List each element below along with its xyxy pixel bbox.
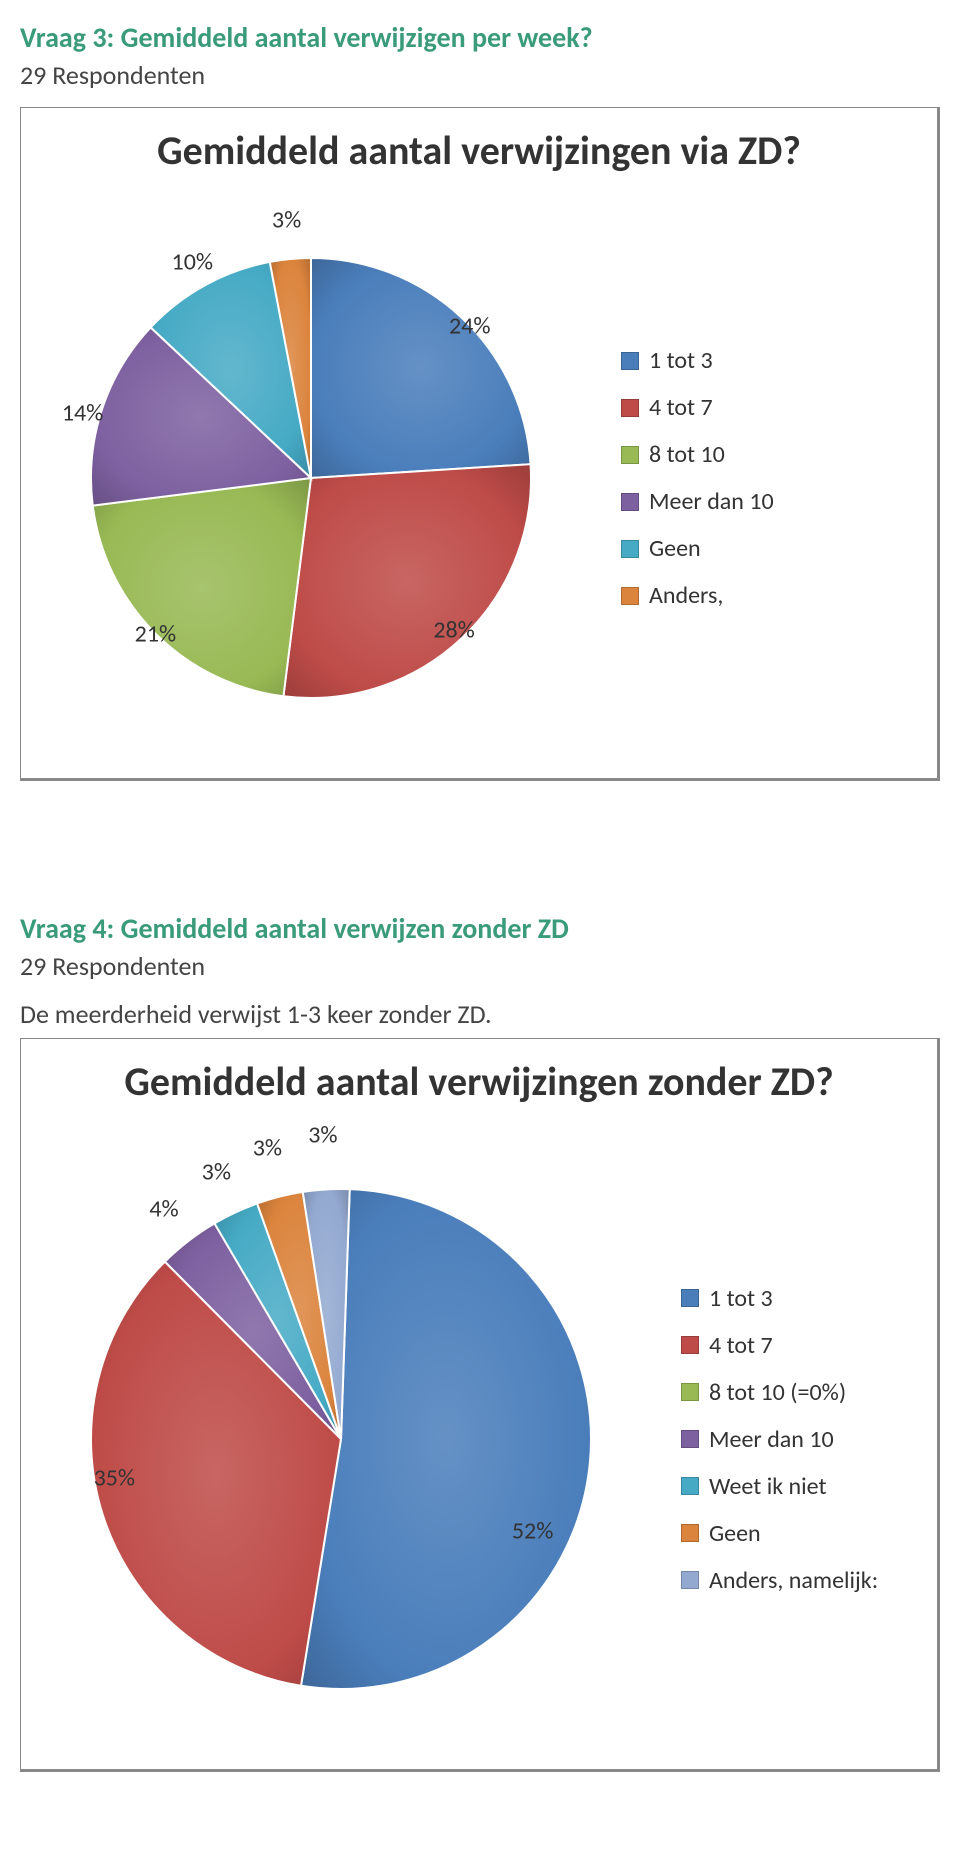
legend-item: Meer dan 10 [681,1425,878,1454]
pie-chart-3: 24% 28% 21% 14% 10% 3% [31,198,591,758]
pie-pct-label: 3% [253,1134,282,1163]
section-spacer [20,861,940,911]
legend-label: Meer dan 10 [649,487,774,516]
pie-slice [311,258,531,478]
legend-label: 1 tot 3 [649,346,713,375]
legend-label: 1 tot 3 [709,1284,773,1313]
legend-swatch [681,1289,699,1307]
chart-3-box: Gemiddeld aantal verwijzingen via ZD? 24… [20,107,940,781]
pie-pct-label: 21% [135,619,176,648]
pie-pct-label: 28% [433,616,474,645]
legend-3: 1 tot 3 4 tot 7 8 tot 10 Meer dan 10 Geen And… [621,346,774,610]
legend-item: 1 tot 3 [621,346,774,375]
question-4-respondents: 29 Respondenten [20,950,940,982]
question-4-section: Vraag 4: Gemiddeld aantal verwijzen zond… [20,911,940,1772]
legend-swatch [621,446,639,464]
legend-label: Geen [649,534,701,563]
legend-item: Geen [621,534,774,563]
legend-item: 1 tot 3 [681,1284,878,1313]
legend-label: Anders, [649,581,723,610]
legend-item: Anders, namelijk: [681,1566,878,1595]
legend-item: Geen [681,1519,878,1548]
pie-chart-4: 52%35%4%3%3%3% [31,1129,651,1749]
pie-pct-label: 10% [172,248,213,277]
legend-swatch [681,1383,699,1401]
legend-swatch [681,1336,699,1354]
pie-pct-label: 14% [62,398,103,427]
pie-pct-label: 24% [449,311,490,340]
legend-item: 4 tot 7 [681,1331,878,1360]
legend-item: 4 tot 7 [621,393,774,422]
pie-pct-label: 4% [149,1195,178,1224]
legend-item: 8 tot 10 (=0%) [681,1378,878,1407]
legend-swatch [681,1571,699,1589]
legend-item: 8 tot 10 [621,440,774,469]
question-4-title: Vraag 4: Gemiddeld aantal verwijzen zond… [20,911,940,946]
legend-4: 1 tot 3 4 tot 7 8 tot 10 (=0%) Meer dan 10 W… [681,1284,878,1595]
question-3-section: Vraag 3: Gemiddeld aantal verwijzigen pe… [20,20,940,781]
legend-label: Weet ik niet [709,1472,827,1501]
chart-3-body: 24% 28% 21% 14% 10% 3% 1 tot 3 4 tot 7 8 tot 10… [31,198,927,758]
pie-pct-label: 3% [272,205,301,234]
legend-swatch [621,352,639,370]
legend-label: Geen [709,1519,761,1548]
pie-pct-label: 52% [512,1516,553,1545]
legend-label: Anders, namelijk: [709,1566,878,1595]
legend-label: Meer dan 10 [709,1425,834,1454]
legend-swatch [681,1430,699,1448]
legend-swatch [621,587,639,605]
question-3-title: Vraag 3: Gemiddeld aantal verwijzigen pe… [20,20,940,55]
chart-4-title: Gemiddeld aantal verwijzingen zonder ZD? [31,1059,927,1105]
legend-item: Anders, [621,581,774,610]
legend-swatch [621,540,639,558]
chart-3-title: Gemiddeld aantal verwijzingen via ZD? [31,128,927,174]
pie-pct-label: 35% [94,1464,135,1493]
question-3-respondents: 29 Respondenten [20,59,940,91]
legend-item: Weet ik niet [681,1472,878,1501]
legend-label: 4 tot 7 [649,393,713,422]
legend-label: 8 tot 10 (=0%) [709,1378,846,1407]
legend-item: Meer dan 10 [621,487,774,516]
legend-label: 8 tot 10 [649,440,725,469]
legend-swatch [681,1477,699,1495]
chart-4-body: 52%35%4%3%3%3% 1 tot 34 tot 78 tot 10 (=… [31,1129,927,1749]
pie-pct-label: 3% [308,1120,337,1149]
pie-slice [93,478,311,696]
question-4-note: De meerderheid verwijst 1-3 keer zonder … [20,998,940,1030]
legend-swatch [681,1524,699,1542]
legend-swatch [621,399,639,417]
legend-swatch [621,493,639,511]
legend-label: 4 tot 7 [709,1331,773,1360]
chart-4-box: Gemiddeld aantal verwijzingen zonder ZD?… [20,1038,940,1772]
pie-pct-label: 3% [202,1157,231,1186]
pie-slice [283,464,531,698]
